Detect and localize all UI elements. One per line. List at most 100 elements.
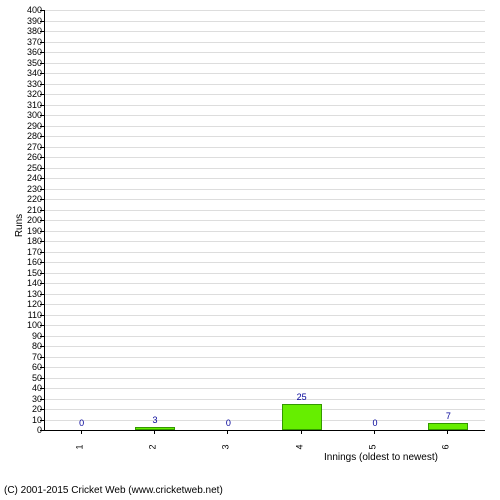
- y-tick-label: 170: [27, 247, 42, 257]
- y-tick-label: 320: [27, 89, 42, 99]
- x-tick-mark: [81, 430, 82, 434]
- y-tick-label: 330: [27, 79, 42, 89]
- y-tick-label: 360: [27, 47, 42, 57]
- x-tick-label: 3: [221, 444, 231, 449]
- gridline: [45, 84, 485, 85]
- y-tick-label: 370: [27, 37, 42, 47]
- y-tick-label: 190: [27, 226, 42, 236]
- y-tick-label: 80: [32, 341, 42, 351]
- gridline: [45, 283, 485, 284]
- y-tick-label: 310: [27, 100, 42, 110]
- y-tick-label: 400: [27, 5, 42, 15]
- gridline: [45, 367, 485, 368]
- gridline: [45, 336, 485, 337]
- y-tick-label: 210: [27, 205, 42, 215]
- gridline: [45, 294, 485, 295]
- gridline: [45, 378, 485, 379]
- gridline: [45, 241, 485, 242]
- bar: [282, 404, 322, 430]
- bar: [135, 427, 175, 430]
- y-tick-label: 270: [27, 142, 42, 152]
- gridline: [45, 199, 485, 200]
- y-tick-label: 340: [27, 68, 42, 78]
- y-tick-label: 50: [32, 373, 42, 383]
- x-tick-mark: [154, 430, 155, 434]
- gridline: [45, 262, 485, 263]
- plot-area: 0302507: [44, 10, 485, 431]
- gridline: [45, 231, 485, 232]
- gridline: [45, 10, 485, 11]
- bar-value-label: 0: [79, 418, 84, 428]
- y-tick-label: 40: [32, 383, 42, 393]
- y-tick-label: 240: [27, 173, 42, 183]
- gridline: [45, 252, 485, 253]
- y-tick-label: 220: [27, 194, 42, 204]
- bar-value-label: 25: [297, 392, 307, 402]
- y-tick-label: 280: [27, 131, 42, 141]
- y-tick-label: 260: [27, 152, 42, 162]
- x-axis-title: Innings (oldest to newest): [324, 452, 438, 463]
- gridline: [45, 168, 485, 169]
- gridline: [45, 42, 485, 43]
- gridline: [45, 409, 485, 410]
- gridline: [45, 105, 485, 106]
- y-tick-label: 10: [32, 415, 42, 425]
- gridline: [45, 189, 485, 190]
- gridline: [45, 220, 485, 221]
- y-tick-label: 130: [27, 289, 42, 299]
- gridline: [45, 31, 485, 32]
- x-tick-mark: [227, 430, 228, 434]
- gridline: [45, 178, 485, 179]
- gridline: [45, 126, 485, 127]
- bar: [428, 423, 468, 430]
- gridline: [45, 52, 485, 53]
- y-tick-label: 150: [27, 268, 42, 278]
- gridline: [45, 94, 485, 95]
- gridline: [45, 388, 485, 389]
- y-tick-label: 180: [27, 236, 42, 246]
- chart-container: 0302507 01020304050607080901001101201301…: [0, 0, 500, 500]
- gridline: [45, 115, 485, 116]
- x-tick-mark: [374, 430, 375, 434]
- bar-value-label: 0: [226, 418, 231, 428]
- x-tick-label: 6: [441, 444, 451, 449]
- y-axis-title: Runs: [14, 214, 25, 237]
- y-tick-label: 110: [28, 310, 42, 320]
- y-tick-label: 290: [27, 121, 42, 131]
- y-tick-label: 390: [27, 16, 42, 26]
- y-tick-label: 90: [32, 331, 42, 341]
- gridline: [45, 210, 485, 211]
- y-tick-label: 120: [27, 299, 42, 309]
- gridline: [45, 346, 485, 347]
- bar-value-label: 7: [446, 411, 451, 421]
- y-tick-label: 140: [27, 278, 42, 288]
- gridline: [45, 157, 485, 158]
- y-tick-label: 350: [27, 58, 42, 68]
- y-tick-label: 300: [27, 110, 42, 120]
- y-tick-label: 160: [27, 257, 42, 267]
- gridline: [45, 304, 485, 305]
- x-tick-mark: [447, 430, 448, 434]
- y-tick-label: 380: [27, 26, 42, 36]
- gridline: [45, 325, 485, 326]
- y-tick-label: 0: [37, 425, 42, 435]
- footer-copyright: (C) 2001-2015 Cricket Web (www.cricketwe…: [4, 485, 223, 496]
- gridline: [45, 420, 485, 421]
- y-tick-label: 200: [27, 215, 42, 225]
- y-tick-label: 60: [32, 362, 42, 372]
- gridline: [45, 136, 485, 137]
- gridline: [45, 147, 485, 148]
- gridline: [45, 63, 485, 64]
- gridline: [45, 357, 485, 358]
- y-tick-label: 30: [32, 394, 42, 404]
- gridline: [45, 315, 485, 316]
- gridline: [45, 399, 485, 400]
- gridline: [45, 73, 485, 74]
- x-tick-label: 5: [368, 444, 378, 449]
- x-tick-label: 1: [74, 444, 84, 449]
- y-tick-label: 250: [27, 163, 42, 173]
- gridline: [45, 21, 485, 22]
- y-tick-label: 20: [32, 404, 42, 414]
- x-tick-label: 4: [294, 444, 304, 449]
- x-tick-mark: [301, 430, 302, 434]
